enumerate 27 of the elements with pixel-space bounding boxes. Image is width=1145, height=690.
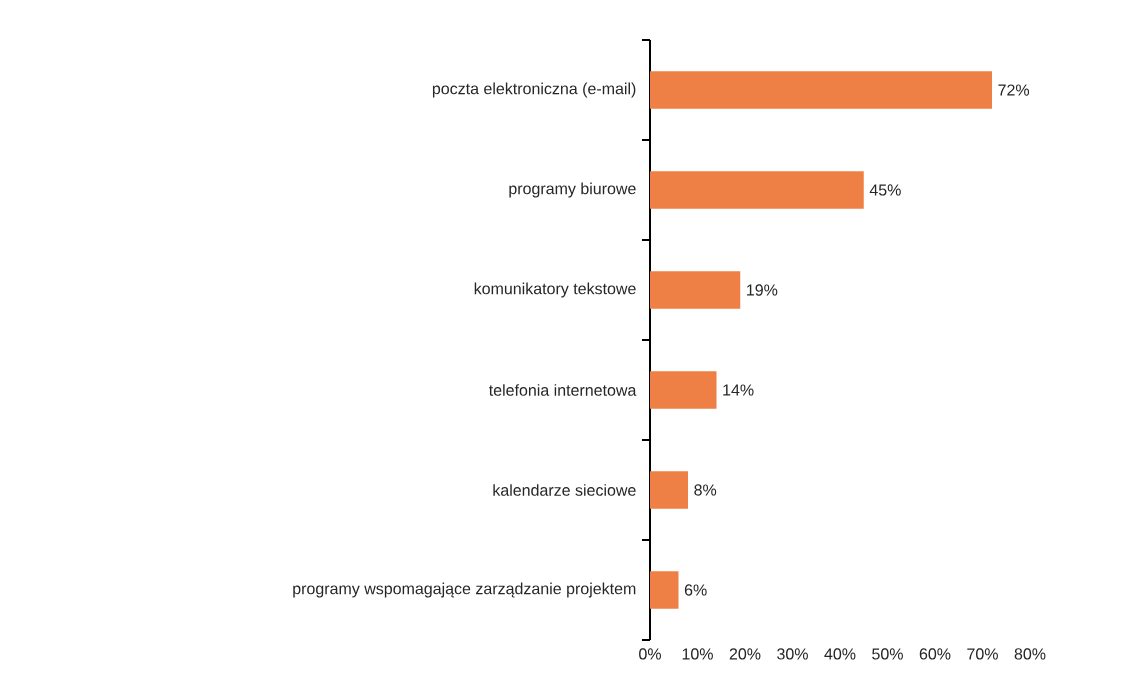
data-label: 8% [694, 484, 717, 496]
data-label: 6% [684, 584, 707, 596]
bar [650, 71, 993, 109]
bar [650, 571, 679, 609]
y-tick-label: komunikatory tekstowe [474, 282, 636, 298]
data-label: 14% [723, 384, 754, 396]
x-tick-label: 10% [682, 648, 713, 660]
x-tick-label: 30% [777, 648, 808, 660]
bar [650, 471, 688, 509]
y-tick-label: programy wspomagające zarządzanie projektem [293, 582, 636, 598]
x-tick-label: 40% [824, 648, 856, 660]
x-tick-label: 60% [919, 648, 951, 660]
y-tick-label: kalendarze sieciowe [493, 484, 636, 496]
data-label: 72% [998, 84, 1030, 96]
y-tick-label: telefonia internetowa [489, 384, 637, 396]
x-tick-label: 50% [872, 648, 903, 660]
y-tick-label: poczta elektroniczna (e-mail) [432, 82, 636, 98]
bar [650, 271, 741, 309]
bar [650, 371, 717, 409]
bar [650, 171, 864, 209]
x-tick-label: 20% [729, 648, 761, 660]
x-tick-label: 0% [639, 648, 661, 660]
x-tick-label: 70% [967, 648, 998, 660]
data-label: 45% [869, 184, 901, 196]
data-label: 19% [747, 284, 778, 296]
x-tick-label: 80% [1014, 648, 1046, 660]
y-tick-label: programy biurowe [509, 182, 636, 198]
